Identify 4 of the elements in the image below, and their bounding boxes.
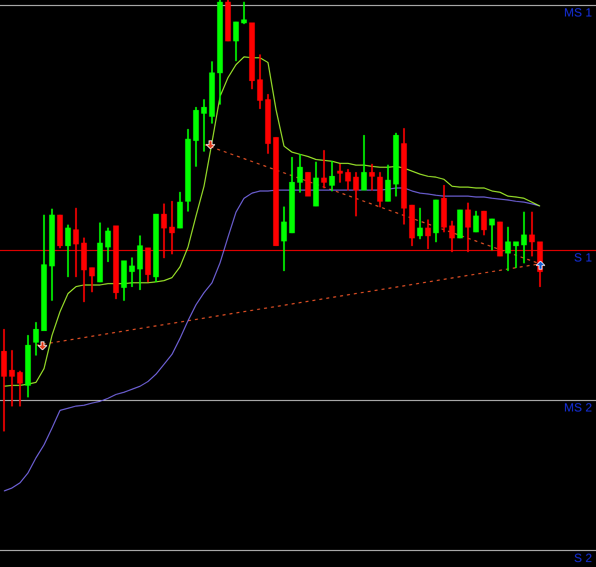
ref-line-label: MS 1	[564, 5, 592, 20]
ref-line-label: S 2	[574, 550, 592, 565]
ref-line-label: S 1	[574, 250, 592, 264]
ref-line-label: MS 2	[564, 400, 592, 414]
